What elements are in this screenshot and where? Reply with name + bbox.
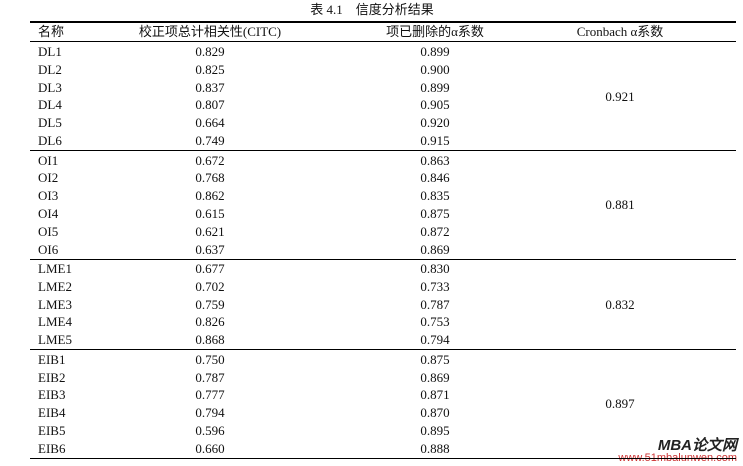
- deleted-alpha: 0.733: [420, 278, 450, 294]
- citc-value: 0.660: [195, 440, 225, 456]
- deleted-alpha: 0.899: [420, 79, 450, 95]
- deleted-alpha: 0.895: [420, 422, 450, 438]
- item-name: LME1: [38, 261, 72, 276]
- cronbach-alpha: 0.832: [605, 296, 635, 312]
- rule: [30, 349, 736, 351]
- citc-value: 0.837: [195, 79, 225, 95]
- citc-value: 0.807: [195, 97, 225, 113]
- citc-value: 0.825: [195, 61, 225, 77]
- deleted-alpha: 0.869: [420, 241, 450, 257]
- item-name: LME2: [38, 278, 72, 294]
- item-name: DL6: [38, 133, 62, 148]
- citc-value: 0.621: [195, 223, 225, 239]
- citc-value: 0.826: [195, 314, 225, 330]
- item-name: OI6: [38, 241, 59, 257]
- citc-value: 0.702: [195, 278, 225, 294]
- citc-value: 0.596: [195, 422, 225, 438]
- item-name: EIB5: [38, 422, 66, 438]
- deleted-alpha: 0.870: [420, 405, 450, 421]
- item-name: DL1: [38, 44, 62, 59]
- cronbach-alpha: 0.921: [605, 88, 635, 104]
- deleted-alpha: 0.846: [420, 170, 450, 186]
- item-name: LME3: [38, 296, 72, 312]
- item-name: EIB3: [38, 387, 66, 403]
- rule: [30, 21, 736, 23]
- citc-value: 0.759: [195, 296, 225, 312]
- deleted-alpha: 0.753: [420, 314, 450, 330]
- citc-value: 0.664: [195, 115, 225, 131]
- deleted-alpha: 0.871: [420, 387, 450, 403]
- deleted-alpha: 0.794: [420, 332, 450, 348]
- item-name: EIB4: [38, 405, 66, 421]
- item-name: EIB1: [38, 351, 66, 367]
- citc-value: 0.637: [195, 241, 225, 257]
- deleted-alpha: 0.872: [420, 223, 450, 239]
- deleted-alpha: 0.888: [420, 440, 450, 456]
- deleted-alpha: 0.875: [420, 351, 450, 367]
- citc-value: 0.677: [195, 261, 225, 276]
- table-title: 表 4.1 信度分析结果: [310, 2, 434, 17]
- watermark-brand: MBA论文网: [657, 437, 737, 454]
- rule: [30, 258, 736, 260]
- item-name: OI4: [38, 205, 59, 221]
- cronbach-alpha: 0.881: [605, 197, 635, 212]
- header-cell: Cronbach α系数: [576, 24, 664, 39]
- citc-value: 0.777: [195, 387, 225, 403]
- deleted-alpha: 0.863: [420, 152, 450, 168]
- citc-value: 0.868: [195, 332, 225, 348]
- deleted-alpha: 0.920: [420, 115, 450, 131]
- item-name: OI3: [38, 188, 59, 204]
- citc-value: 0.794: [195, 405, 225, 421]
- deleted-alpha: 0.835: [420, 188, 450, 204]
- citc-value: 0.768: [195, 170, 225, 186]
- item-name: LME5: [38, 332, 72, 348]
- header-cell: 名称: [38, 24, 65, 39]
- deleted-alpha: 0.875: [420, 205, 450, 221]
- citc-value: 0.862: [195, 188, 225, 204]
- deleted-alpha: 0.869: [420, 369, 450, 385]
- citc-value: 0.750: [195, 351, 225, 367]
- item-name: DL5: [38, 115, 62, 131]
- item-name: LME4: [38, 314, 72, 330]
- deleted-alpha: 0.915: [420, 133, 450, 148]
- item-name: OI2: [38, 170, 59, 186]
- deleted-alpha: 0.899: [420, 44, 450, 59]
- item-name: DL4: [38, 97, 62, 113]
- deleted-alpha: 0.905: [420, 97, 450, 113]
- item-name: OI1: [38, 152, 59, 168]
- item-name: DL2: [38, 61, 62, 77]
- citc-value: 0.672: [195, 152, 225, 168]
- header-cell: 项已删除的α系数: [386, 24, 484, 39]
- rule: [30, 41, 736, 42]
- item-name: EIB6: [38, 440, 66, 456]
- deleted-alpha: 0.830: [420, 261, 450, 276]
- item-name: EIB2: [38, 369, 66, 385]
- rule: [30, 457, 736, 460]
- citc-value: 0.829: [195, 44, 225, 59]
- citc-value: 0.787: [195, 369, 225, 385]
- item-name: DL3: [38, 79, 62, 95]
- citc-value: 0.615: [195, 205, 225, 221]
- header-cell: 校正项总计相关性(CITC): [138, 24, 282, 39]
- item-name: OI5: [38, 223, 59, 239]
- citc-value: 0.749: [195, 133, 225, 148]
- rule: [30, 150, 736, 151]
- deleted-alpha: 0.900: [420, 61, 450, 77]
- cronbach-alpha: 0.897: [605, 396, 635, 412]
- deleted-alpha: 0.787: [420, 296, 450, 312]
